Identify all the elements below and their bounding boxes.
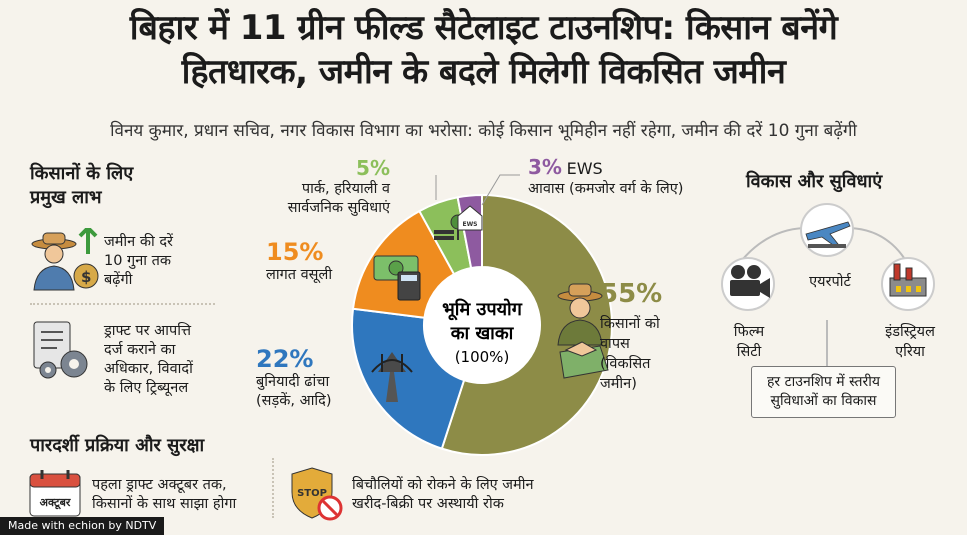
title-line-1: बिहार में 11 ग्रीन फील्ड सैटेलाइट टाउनशि… [129,8,838,48]
bridge-road-icon [371,352,413,402]
facilities-box-line: सुविधाओं का विकास [770,393,877,409]
farmer-handshake-icon [557,283,609,379]
label-infra-line: बुनियादी ढांचा [256,374,330,390]
benefit-objection-line: दर्ज कराने का [104,342,176,358]
brokers-ban-line: खरीद-बिक्री पर अस्थायी रोक [352,496,504,512]
factory-icon [889,263,927,297]
industrial-line: इंडस्ट्रियल [885,324,935,340]
divider [30,303,215,305]
facilities-title: विकास और सुविधाएं [746,171,883,192]
label-farmers-pct: 55% [600,279,663,309]
film-camera-icon [730,265,770,298]
benefit-rates-line: जमीन की दरें [104,234,173,250]
facilities-diagram [721,203,935,366]
stop-shield-icon: STOP [291,467,343,521]
benefits-title-line-2: प्रमुख लाभ [30,187,102,208]
label-cost-recovery: 15% लागत वसूली [266,238,386,285]
benefit-rates-line: 10 गुना तक [104,253,172,269]
benefit-rates-line: बढ़ेंगी [104,272,133,288]
airplane-icon [805,221,851,248]
leader-line-ews [481,174,520,206]
money-calculator-icon [373,255,421,301]
facilities-box: हर टाउनशिप में स्तरीय सुविधाओं का विकास [751,366,896,418]
calendar-month-label: अक्टूबर [40,496,71,510]
ews-icon-text: EWS [462,221,477,228]
benefits-title: किसानों के लिए प्रमुख लाभ [30,162,133,210]
transparency-title: पारदर्शी प्रक्रिया और सुरक्षा [30,435,205,456]
film-city-line: सिटी [736,344,762,360]
benefit-objection-line: अधिकार, विवादों [104,361,193,377]
draft-october-text: पहला ड्राफ्ट अक्टूबर तक, किसानों के साथ … [92,476,236,514]
label-farmers-line: (विकसित [600,356,651,372]
industrial-line: एरिया [895,344,925,360]
label-farmers-line: किसानों को [600,316,660,332]
label-farmers-return: 55% किसानों को वापस (विकसित जमीन) [600,278,720,394]
label-ews-tag: EWS [566,159,603,178]
chart-center-disc [424,267,540,383]
page-title: बिहार में 11 ग्रीन फील्ड सैटेलाइट टाउनशि… [0,6,967,94]
label-farmers-line: वापस [600,336,630,352]
facilities-box-line: हर टाउनशिप में स्तरीय [766,374,880,390]
calendar-icon: अक्टूबर [29,470,81,517]
benefit-rates: जमीन की दरें 10 गुना तक बढ़ेंगी [104,233,173,290]
farmer-money-icon: $ [31,228,99,291]
label-parks-line: सार्वजनिक सुविधाएं [287,200,390,216]
svg-text:$: $ [81,268,91,286]
industrial-area-label: इंडस्ट्रियल एरिया [862,322,958,362]
benefit-objection: ड्राफ्ट पर आपत्ति दर्ज कराने का अधिकार, … [104,322,193,398]
label-infra-pct: 22% [256,345,314,373]
label-cost-pct: 15% [266,238,324,266]
label-cost-line: लागत वसूली [266,267,333,283]
brokers-ban-line: बिचौलियों को रोकने के लिए जमीन [352,477,534,493]
label-ews-line: आवास (कमजोर वर्ग के लिए) [528,181,684,197]
draft-october-line: पहला ड्राफ्ट अक्टूबर तक, [92,477,227,493]
label-farmers-line: जमीन) [600,376,637,392]
benefits-title-line-1: किसानों के लिए [30,163,134,184]
label-ews-pct: 3% [528,155,562,179]
label-infra-line: (सड़कें, आदि) [256,393,332,409]
chart-center-line-3: (100%) [455,348,510,366]
brokers-ban-text: बिचौलियों को रोकने के लिए जमीन खरीद-बिक्… [352,476,534,514]
chart-center-line-1: भूमि उपयोग [442,298,523,321]
label-ews: 3% EWS आवास (कमजोर वर्ग के लिए) [528,155,728,199]
label-parks: 5% पार्क, हरियाली व सार्वजनिक सुविधाएं [258,156,438,218]
label-parks-line: पार्क, हरियाली व [301,181,390,197]
label-infrastructure: 22% बुनियादी ढांचा (सड़कें, आदि) [256,345,386,411]
title-line-2: हितधारक, जमीन के बदले मिलेगी विकसित जमीन [181,52,786,92]
vertical-divider [272,458,274,518]
page-subtitle: विनय कुमार, प्रधान सचिव, नगर विकास विभाग… [110,121,857,141]
draft-october-line: किसानों के साथ साझा होगा [92,496,237,512]
document-gear-icon [33,321,88,379]
footer-credit: Made with echion by NDTV [0,517,165,535]
benefit-objection-line: ड्राफ्ट पर आपत्ति [104,323,191,339]
label-parks-pct: 5% [356,156,390,180]
ews-house-icon: EWS [457,205,483,231]
benefit-objection-line: के लिए ट्रिब्यूनल [104,380,189,396]
airport-label: एयरपोर्ट [809,274,851,290]
film-city-label: फिल्म सिटी [718,322,780,362]
film-city-line: फिल्म [733,324,765,340]
chart-center-line-2: का खाका [450,323,515,344]
stop-label: STOP [297,488,327,499]
